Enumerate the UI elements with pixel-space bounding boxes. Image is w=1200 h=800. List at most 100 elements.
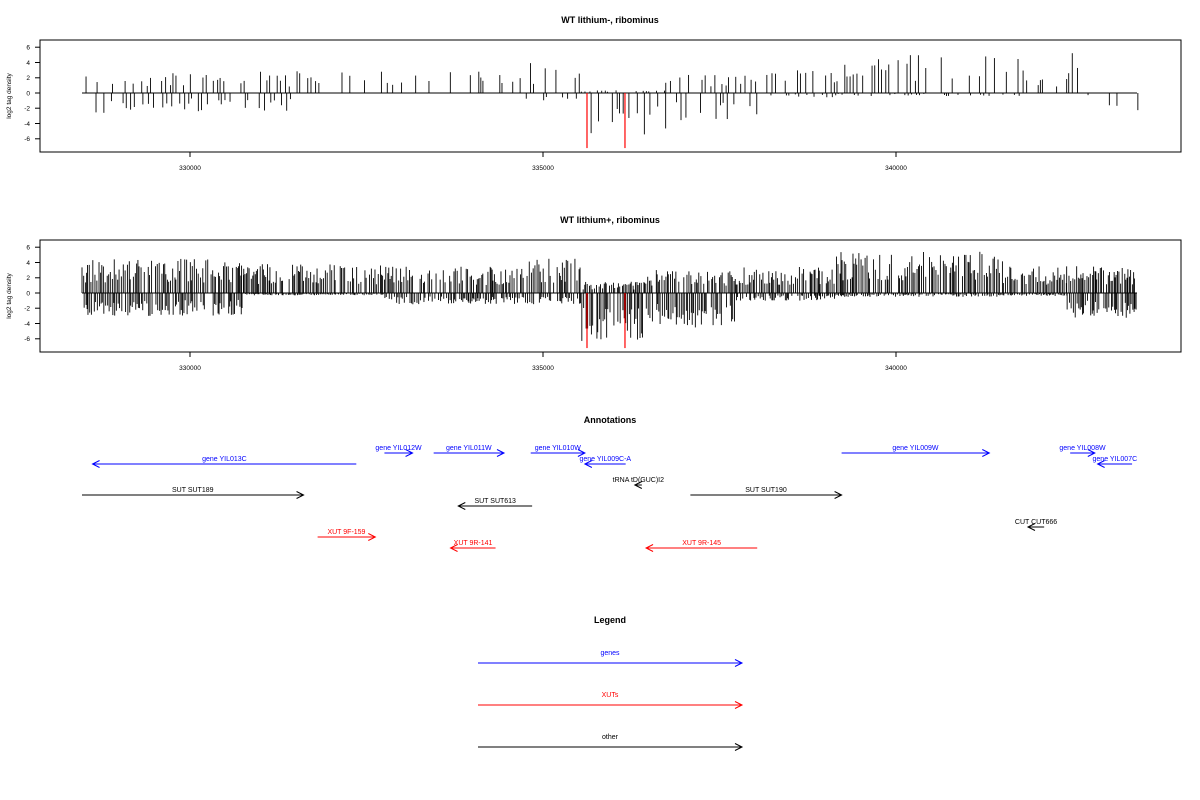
x-axis: 330000 335000 340000 — [179, 352, 907, 372]
arrow-head — [734, 659, 744, 667]
legend-title: Legend — [594, 615, 626, 625]
track-title: WT lithium+, ribominus — [560, 215, 660, 225]
y-tick-label: 6 — [26, 245, 30, 252]
legend-panel: Legend genes XUTs other — [478, 615, 744, 751]
y-tick-label: -6 — [24, 336, 30, 343]
arrow-head — [368, 533, 377, 541]
y-tick-label: 0 — [26, 290, 30, 297]
arrow-head — [577, 449, 587, 457]
x-axis: 330000 335000 340000 — [179, 152, 907, 172]
y-tick: -2 — [24, 306, 40, 313]
y-axis: 6 4 2 0 -2 -4 -6 — [24, 245, 41, 343]
feature-label: gene YIL008W — [1059, 445, 1106, 452]
y-tick-label: -4 — [24, 321, 30, 328]
feature-label: gene YIL010W — [535, 445, 582, 452]
x-tick: 335000 — [532, 152, 554, 172]
arrow-head — [633, 481, 643, 489]
legend-entry: other — [478, 734, 744, 751]
arrow-head — [496, 449, 506, 457]
y-axis-label: log2 tag density — [6, 72, 13, 118]
y-tick-label: -6 — [24, 136, 30, 143]
x-tick-label: 335000 — [532, 365, 554, 372]
y-tick: 4 — [26, 260, 40, 267]
feature-label: gene YIL009C-A — [579, 456, 631, 463]
feature-label: XUT 9R-141 — [454, 540, 493, 547]
y-axis-label: log2 tag density — [6, 272, 13, 318]
feature-label: gene YIL012W — [375, 445, 422, 452]
annotation-feature: gene YIL013C — [91, 456, 357, 468]
plot-frame — [39, 239, 1182, 353]
arrow-head — [834, 491, 843, 499]
arrow-head — [734, 743, 744, 751]
y-tick: 2 — [26, 275, 40, 282]
feature-label: gene YIL007C — [1093, 456, 1138, 463]
y-tick-label: 6 — [26, 45, 30, 52]
legend-entry: XUTs — [478, 692, 744, 709]
arrow-head — [734, 701, 744, 709]
annotation-feature: gene YIL008W — [1059, 445, 1106, 457]
legend-label: genes — [600, 650, 620, 657]
annotation-feature: gene YIL009W — [841, 445, 991, 457]
y-tick: -4 — [24, 121, 40, 128]
y-tick-label: 2 — [26, 75, 30, 82]
annotation-feature: SUT SUT189 — [82, 487, 305, 499]
legend-label: other — [602, 734, 619, 741]
annotation-feature: gene YIL009C-A — [579, 456, 631, 468]
feature-label: gene YIL013C — [202, 456, 247, 463]
y-tick: -6 — [24, 336, 40, 343]
y-tick: -6 — [24, 136, 40, 143]
annotation-feature: gene YIL010W — [530, 445, 587, 457]
x-tick-label: 340000 — [885, 365, 907, 372]
legend-entry: genes — [478, 650, 744, 667]
arrow-head — [91, 460, 100, 468]
annotation-feature: XUT 9F-159 — [317, 529, 377, 541]
x-tick-label: 335000 — [532, 165, 554, 172]
feature-label: SUT SUT190 — [745, 487, 787, 494]
track-lithium-plus: WT lithium+, ribominus log2 tag density … — [6, 215, 1182, 372]
y-tick-label: 4 — [26, 60, 30, 67]
track-lithium-minus: WT lithium-, ribominus log2 tag density … — [6, 15, 1182, 172]
arrow-head — [457, 502, 466, 510]
y-tick-label: -4 — [24, 121, 30, 128]
annotation-feature: gene YIL007C — [1093, 456, 1138, 468]
arrow-head — [405, 449, 414, 457]
y-axis: 6 4 2 0 -2 -4 -6 — [24, 45, 41, 143]
feature-label: gene YIL011W — [446, 445, 492, 452]
y-tick-label: -2 — [24, 306, 30, 313]
track-title: WT lithium-, ribominus — [561, 15, 659, 25]
feature-label: SUT SUT613 — [474, 498, 516, 505]
arrow-head — [982, 449, 991, 457]
y-tick-label: -2 — [24, 106, 30, 113]
arrow-head — [1096, 460, 1105, 468]
arrow-head — [583, 460, 593, 468]
feature-label: SUT SUT189 — [172, 487, 214, 494]
legend-items: genes XUTs other — [478, 650, 744, 751]
arrow-head — [644, 544, 654, 552]
feature-label: XUT 9R-145 — [682, 540, 721, 547]
x-tick: 330000 — [179, 352, 201, 372]
y-tick: -4 — [24, 321, 40, 328]
data-bars — [81, 251, 1137, 349]
annotation-items: gene YIL013C gene YIL012W gene YIL011W gene… — [82, 445, 1137, 552]
y-tick: -2 — [24, 106, 40, 113]
annotation-feature: tRNA tD(GUC)I2 — [613, 477, 664, 489]
arrow-head — [1087, 449, 1096, 457]
arrow-head — [296, 491, 305, 499]
feature-label: tRNA tD(GUC)I2 — [613, 477, 664, 484]
annotation-feature: gene YIL012W — [375, 445, 422, 457]
x-tick-label: 330000 — [179, 165, 201, 172]
y-tick-label: 4 — [26, 260, 30, 267]
annotation-feature: SUT SUT613 — [457, 498, 533, 510]
y-tick: 2 — [26, 75, 40, 82]
arrow-head — [1026, 523, 1036, 531]
y-tick: 6 — [26, 245, 40, 252]
y-tick: 4 — [26, 60, 40, 67]
y-tick-label: 2 — [26, 275, 30, 282]
y-tick-label: 0 — [26, 90, 30, 97]
annotation-feature: SUT SUT190 — [690, 487, 843, 499]
data-bars — [82, 53, 1139, 149]
x-tick: 340000 — [885, 352, 907, 372]
x-tick: 335000 — [532, 352, 554, 372]
